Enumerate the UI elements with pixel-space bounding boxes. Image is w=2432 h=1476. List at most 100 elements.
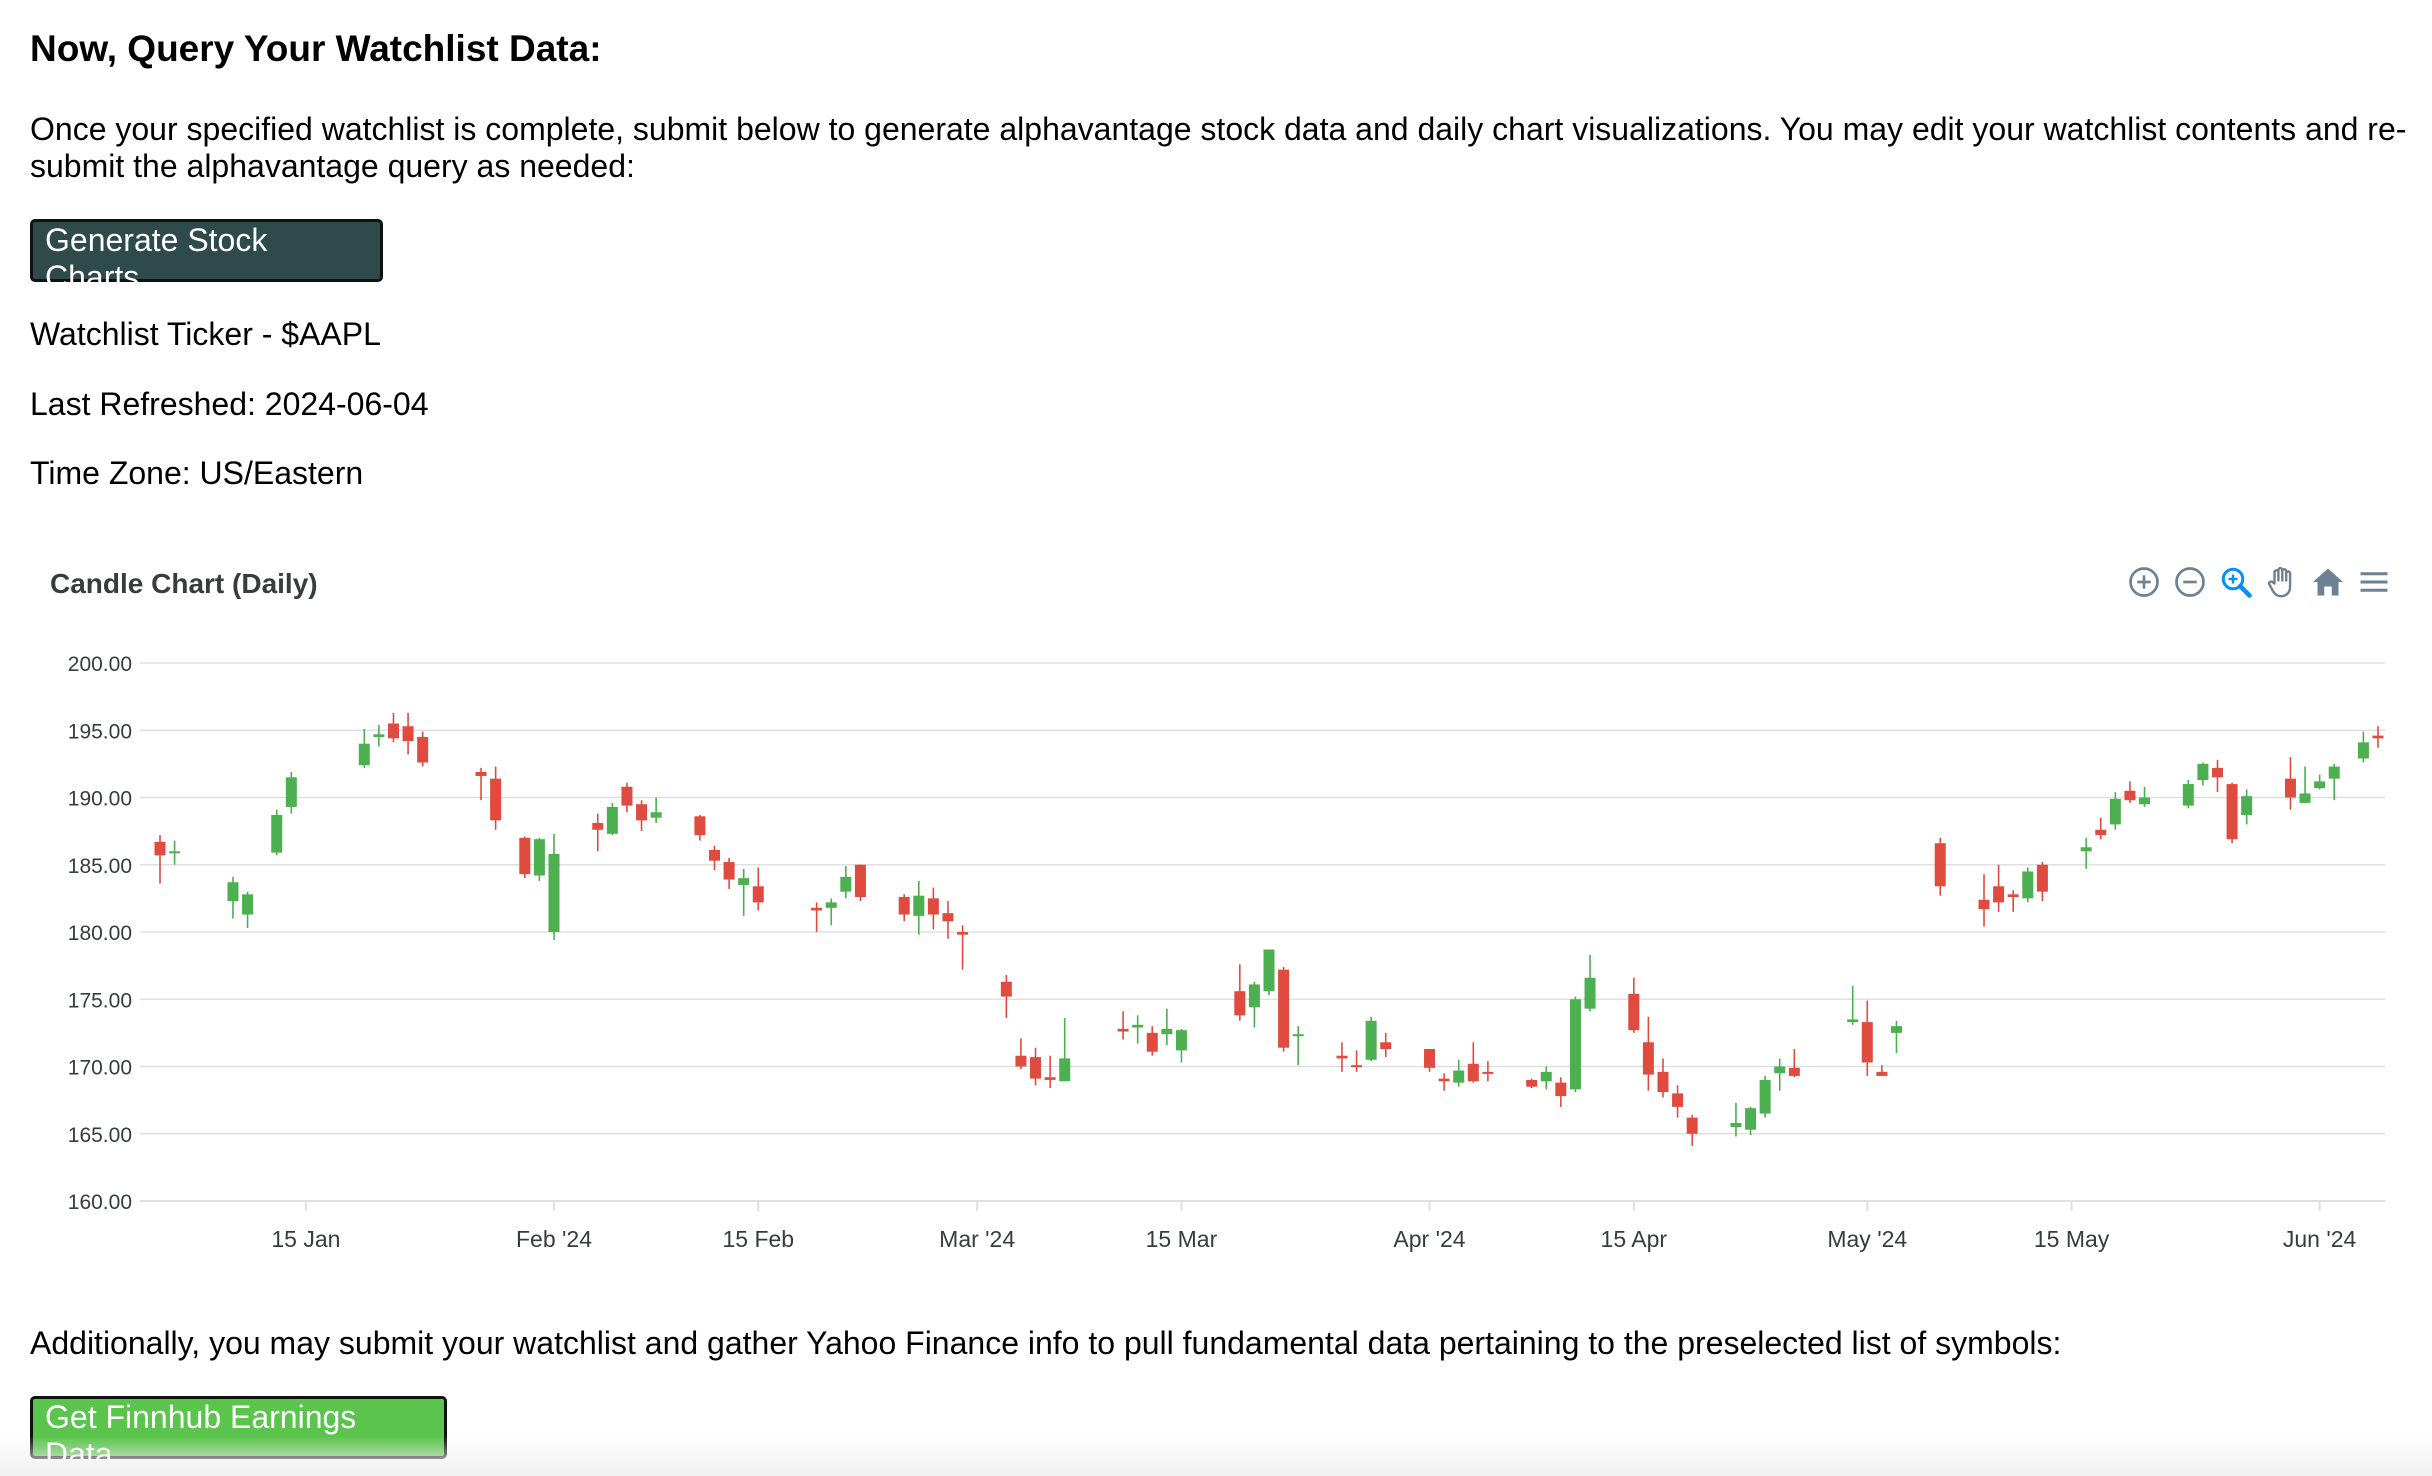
candle[interactable] xyxy=(1861,1000,1873,1076)
candle[interactable] xyxy=(1015,1038,1027,1070)
candle[interactable] xyxy=(1555,1077,1567,1107)
candle[interactable] xyxy=(1569,996,1581,1093)
candle[interactable] xyxy=(2241,789,2253,825)
candle[interactable] xyxy=(1030,1047,1042,1086)
candle[interactable] xyxy=(387,712,399,743)
candle[interactable] xyxy=(2314,774,2326,790)
candle[interactable] xyxy=(957,925,969,970)
candle[interactable] xyxy=(533,837,545,881)
candle[interactable] xyxy=(738,868,750,916)
candle[interactable] xyxy=(548,833,560,941)
candle[interactable] xyxy=(1584,954,1596,1012)
candle[interactable] xyxy=(1686,1114,1698,1146)
candle[interactable] xyxy=(2299,766,2311,803)
candle[interactable] xyxy=(2226,782,2238,844)
candle[interactable] xyxy=(636,800,648,832)
candle[interactable] xyxy=(227,876,239,919)
candle[interactable] xyxy=(1292,1026,1304,1066)
candle[interactable] xyxy=(1263,949,1275,996)
candle[interactable] xyxy=(2007,890,2019,912)
candle[interactable] xyxy=(650,797,662,824)
candle[interactable] xyxy=(1934,837,1946,896)
candle[interactable] xyxy=(1117,1011,1129,1040)
zoom-in-icon[interactable] xyxy=(2126,564,2162,600)
candle[interactable] xyxy=(927,887,939,930)
candle[interactable] xyxy=(723,858,735,889)
candle[interactable] xyxy=(1628,977,1640,1033)
candle[interactable] xyxy=(490,766,502,830)
candle[interactable] xyxy=(1876,1065,1888,1076)
candle[interactable] xyxy=(2124,781,2136,803)
candle[interactable] xyxy=(942,901,954,939)
candle[interactable] xyxy=(2109,792,2121,830)
candle[interactable] xyxy=(2080,837,2092,869)
candle[interactable] xyxy=(1234,964,1246,1021)
candle[interactable] xyxy=(1438,1073,1450,1091)
candle[interactable] xyxy=(1453,1059,1465,1087)
candle[interactable] xyxy=(1059,1018,1071,1082)
pan-hand-icon[interactable] xyxy=(2264,564,2300,600)
candle[interactable] xyxy=(1132,1015,1144,1044)
candle[interactable] xyxy=(1847,985,1859,1025)
candle[interactable] xyxy=(1890,1020,1902,1054)
candle[interactable] xyxy=(811,902,823,932)
candle[interactable] xyxy=(242,891,254,928)
candle[interactable] xyxy=(1161,1008,1173,1045)
candle[interactable] xyxy=(1424,1049,1436,1072)
candle[interactable] xyxy=(1978,874,1990,927)
candle[interactable] xyxy=(1248,981,1260,1028)
candle[interactable] xyxy=(694,814,706,841)
candle[interactable] xyxy=(2197,762,2209,786)
candle[interactable] xyxy=(1380,1032,1392,1058)
candle[interactable] xyxy=(1657,1058,1669,1098)
candle[interactable] xyxy=(2182,780,2194,809)
generate-stock-charts-button[interactable]: Generate Stock Charts xyxy=(30,219,383,295)
candle[interactable] xyxy=(1672,1085,1684,1118)
home-icon[interactable] xyxy=(2310,564,2346,600)
candle[interactable] xyxy=(475,767,487,801)
candle[interactable] xyxy=(169,840,181,865)
candle[interactable] xyxy=(2036,862,2048,902)
candle[interactable] xyxy=(840,866,852,899)
candle[interactable] xyxy=(358,728,370,768)
candle[interactable] xyxy=(271,809,283,856)
candle[interactable] xyxy=(1365,1016,1377,1062)
get-finnhub-earnings-button[interactable]: Get Finnhub Earnings Data xyxy=(30,1396,447,1472)
candle[interactable] xyxy=(854,864,866,902)
candle[interactable] xyxy=(825,898,837,926)
candle[interactable] xyxy=(1278,966,1290,1052)
candle[interactable] xyxy=(2139,786,2151,807)
candle[interactable] xyxy=(285,771,297,814)
candle[interactable] xyxy=(519,836,531,879)
candle[interactable] xyxy=(898,894,910,922)
candle[interactable] xyxy=(1540,1066,1552,1090)
candle[interactable] xyxy=(2284,757,2296,810)
candle[interactable] xyxy=(402,712,414,755)
candle[interactable] xyxy=(1788,1049,1800,1078)
candle-chart[interactable]: Candle Chart (Daily) 1 xyxy=(0,540,2432,1280)
candle[interactable] xyxy=(752,867,764,911)
candle[interactable] xyxy=(1351,1050,1363,1072)
candle[interactable] xyxy=(1482,1061,1494,1082)
candle[interactable] xyxy=(913,880,925,935)
zoom-out-icon[interactable] xyxy=(2172,564,2208,600)
candle[interactable] xyxy=(1745,1106,1757,1136)
candle[interactable] xyxy=(1146,1026,1158,1056)
candle[interactable] xyxy=(1642,1016,1654,1091)
candle[interactable] xyxy=(606,802,618,836)
candle[interactable] xyxy=(1175,1028,1187,1063)
candle[interactable] xyxy=(2211,759,2223,793)
candle[interactable] xyxy=(1774,1058,1786,1091)
candle[interactable] xyxy=(621,782,633,813)
candle[interactable] xyxy=(1993,864,2005,912)
candle[interactable] xyxy=(1526,1078,1538,1089)
menu-icon[interactable] xyxy=(2356,564,2392,600)
candle[interactable] xyxy=(373,724,385,747)
candle[interactable] xyxy=(1044,1055,1056,1089)
candle[interactable] xyxy=(2328,763,2340,801)
zoom-selection-icon[interactable] xyxy=(2218,564,2254,600)
candle[interactable] xyxy=(2022,867,2034,903)
candle[interactable] xyxy=(1336,1042,1348,1072)
candle[interactable] xyxy=(2357,731,2369,763)
candle[interactable] xyxy=(592,813,604,852)
